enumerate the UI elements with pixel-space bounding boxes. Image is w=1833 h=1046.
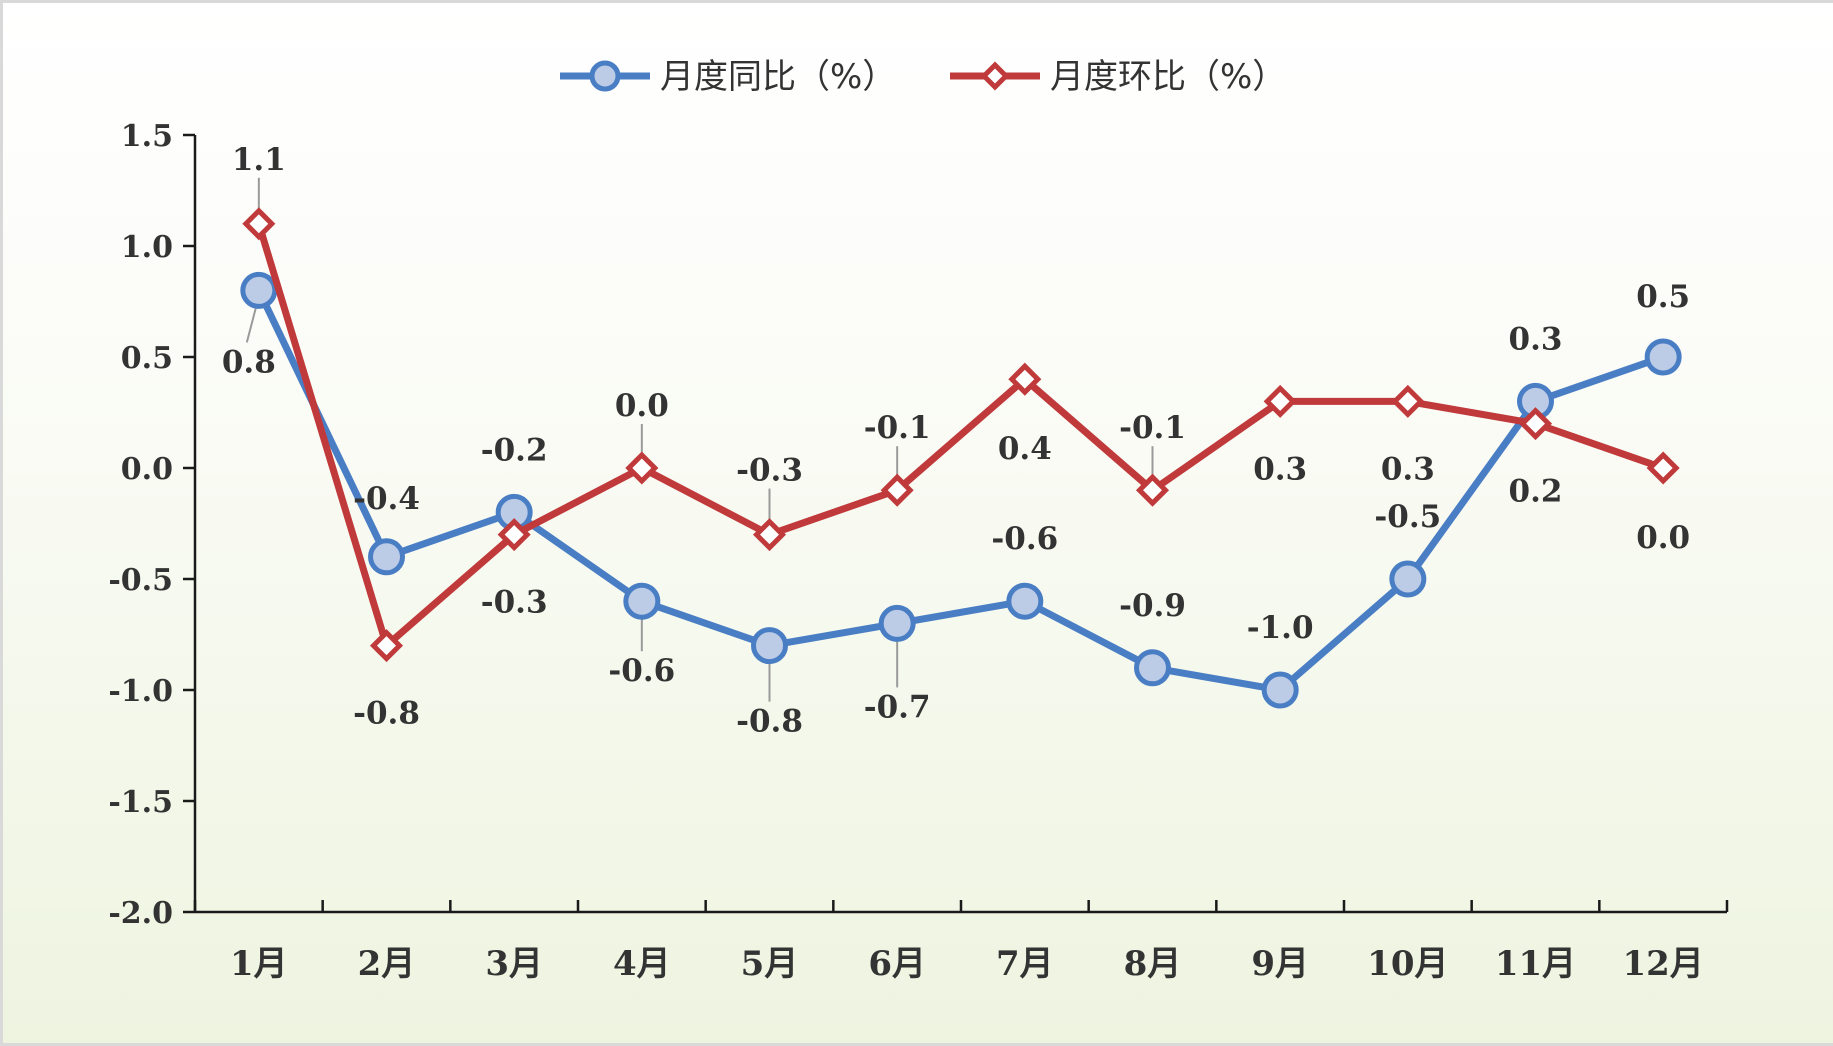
point-2-2 (369, 629, 404, 663)
point-2-10 (1391, 384, 1425, 418)
legend-marker-circle (589, 60, 621, 92)
data-label-1-11: 0.3 (1509, 321, 1563, 357)
data-label-1-5: -0.8 (736, 704, 803, 740)
series-group (240, 207, 1682, 709)
point-2-5 (752, 518, 787, 552)
point-1-2 (368, 538, 405, 576)
point-1-7 (1006, 582, 1044, 620)
y-tick-label: 0.0 (121, 452, 173, 487)
series-line-1 (255, 288, 1665, 694)
data-label-2-11: 0.2 (1509, 474, 1563, 510)
point-2-7 (1008, 362, 1042, 396)
y-tick-label: 0.5 (121, 341, 173, 376)
data-label-1-3: -0.2 (481, 432, 548, 468)
data-label-2-5: -0.3 (736, 453, 803, 489)
legend: 月度同比（%） 月度环比（%） (560, 57, 1286, 97)
point-2-12 (1646, 451, 1680, 485)
x-tick-label: 5月 (741, 944, 799, 984)
series-line-2 (255, 222, 1665, 650)
x-tick-label: 12月 (1623, 944, 1704, 984)
point-1-9 (1261, 671, 1299, 709)
legend-label-2: 月度环比（%） (1050, 57, 1286, 97)
legend-label-1: 月度同比（%） (660, 57, 896, 97)
data-label-1-4: -0.6 (608, 653, 675, 689)
point-1-12 (1644, 338, 1682, 376)
x-tick-label: 4月 (613, 944, 671, 984)
x-tick-label: 9月 (1251, 944, 1309, 984)
y-tick-label: -1.0 (108, 674, 173, 709)
point-2-1 (242, 207, 276, 241)
x-tick-label: 7月 (996, 944, 1054, 984)
data-label-2-9: 0.3 (1253, 451, 1307, 487)
data-label-2-8: -0.1 (1119, 410, 1186, 446)
x-tick-label: 11月 (1495, 944, 1576, 984)
data-label-1-7: -0.6 (991, 521, 1058, 557)
y-tick-label: 1.5 (121, 119, 173, 154)
point-2-9 (1263, 384, 1297, 418)
point-1-5 (751, 627, 788, 665)
data-label-2-12: 0.0 (1636, 520, 1690, 556)
data-label-1-9: -1.0 (1247, 610, 1314, 646)
x-tick-label: 2月 (358, 944, 416, 984)
point-1-4 (623, 582, 661, 620)
y-tick-label: -1.5 (108, 785, 173, 820)
data-label-2-7: 0.4 (998, 431, 1052, 467)
point-1-8 (1134, 649, 1171, 687)
point-1-10 (1389, 560, 1427, 598)
data-label-1-6: -0.7 (864, 689, 931, 725)
data-label-1-12: 0.5 (1636, 279, 1690, 315)
point-1-1 (240, 271, 278, 309)
legend-marker-diamond (980, 61, 1010, 91)
data-label-2-6: -0.1 (864, 410, 931, 446)
x-tick-label: 1月 (230, 944, 288, 984)
y-tick-label: -2.0 (108, 896, 173, 931)
data-label-1-2: -0.4 (353, 481, 420, 517)
x-tick-label: 6月 (868, 944, 926, 984)
x-tick-label: 8月 (1124, 944, 1182, 984)
y-tick-label: -0.5 (108, 563, 173, 598)
data-label-2-4: 0.0 (615, 388, 669, 424)
point-2-6 (880, 473, 914, 507)
axes: 1.5 1.0 0.5 0.0 -0.5 -1.0 -1.5 -2.0 1月 2月 3月 4月 5月 6月… (108, 119, 1729, 984)
y-tick-label: 1.0 (121, 230, 173, 265)
data-label-1-1: 0.8 (222, 344, 276, 380)
x-tick-label: 10月 (1367, 944, 1448, 984)
data-label-1-8: -0.9 (1119, 588, 1186, 624)
data-label-2-3: -0.3 (481, 585, 548, 621)
point-2-11 (1518, 407, 1553, 441)
data-label-2-1: 1.1 (232, 142, 286, 178)
data-label-2-10: 0.3 (1381, 451, 1435, 487)
point-1-6 (878, 604, 916, 642)
data-label-1-10: -0.5 (1374, 499, 1441, 535)
point-2-3 (497, 518, 531, 552)
point-2-8 (1135, 473, 1170, 507)
x-tick-label: 3月 (485, 944, 543, 984)
data-labels: 0.8 -0.4 -0.2 -0.6 -0.8 -0.7 -0.6 -0.9 -1.0 -0.5 0… (222, 142, 1690, 740)
point-2-4 (625, 451, 659, 485)
data-label-2-2: -0.8 (353, 696, 420, 732)
